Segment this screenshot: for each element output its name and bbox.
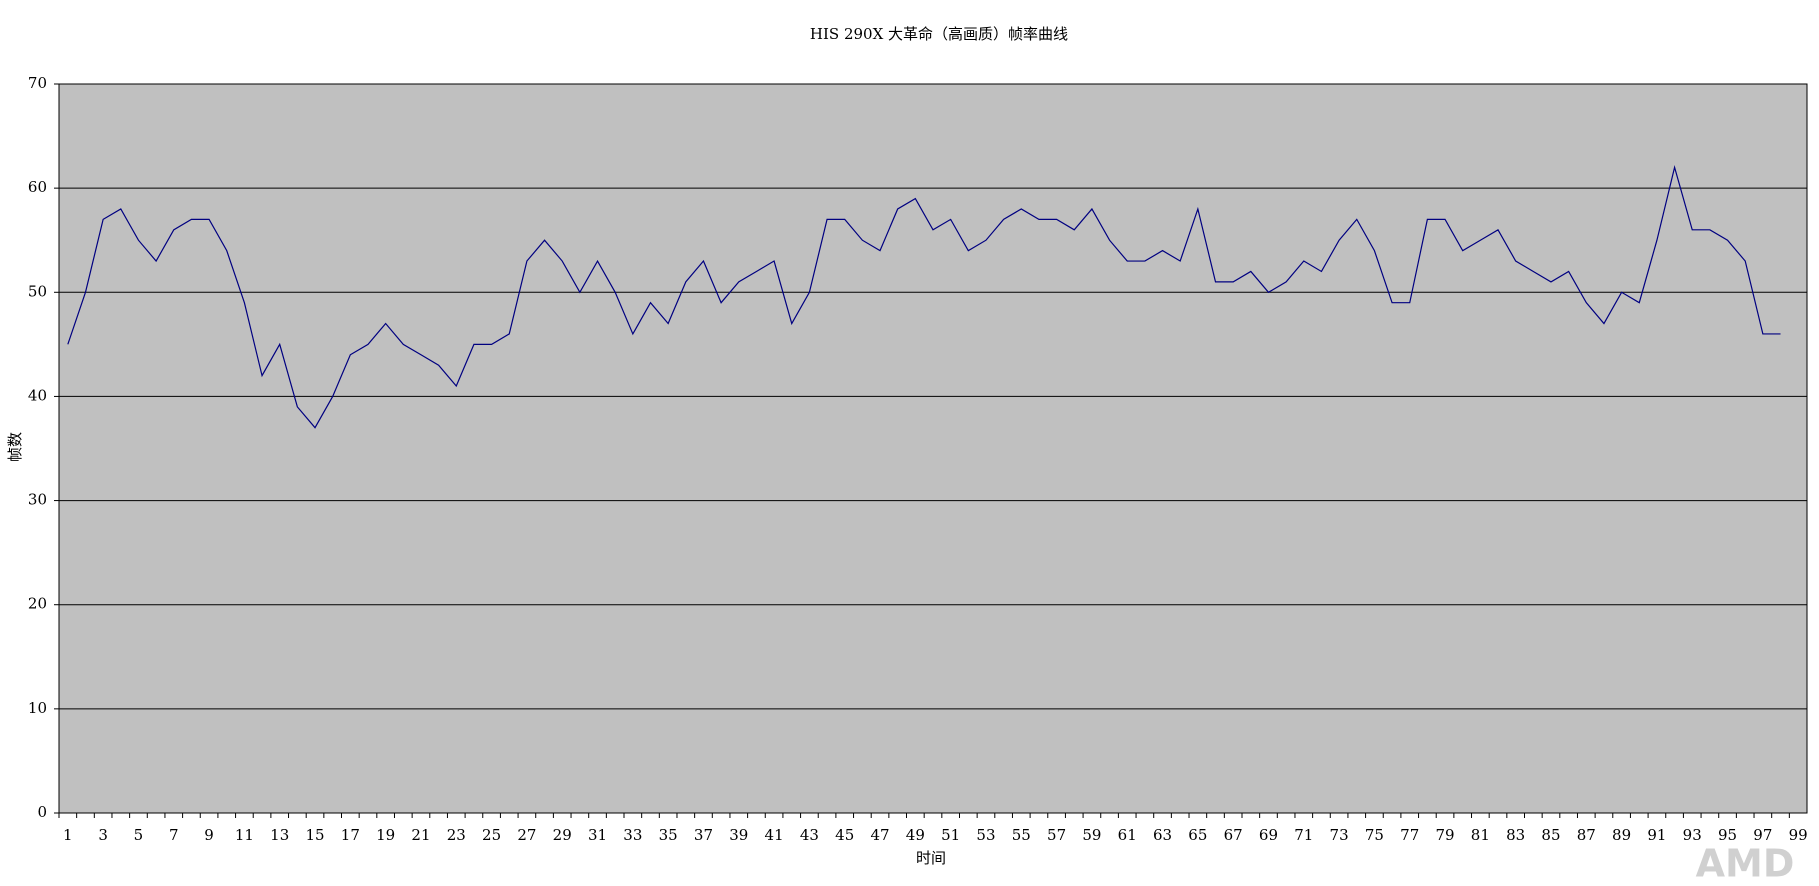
x-tick-label: 29 <box>553 826 572 844</box>
x-tick-label: 15 <box>305 826 324 844</box>
x-tick-label: 69 <box>1259 826 1278 844</box>
y-tick-label: 60 <box>28 178 47 196</box>
x-tick-label: 83 <box>1506 826 1525 844</box>
x-tick-label: 45 <box>835 826 854 844</box>
y-tick-label: 30 <box>28 491 47 509</box>
x-tick-label: 95 <box>1718 826 1737 844</box>
x-tick-label: 87 <box>1577 826 1596 844</box>
x-tick-label: 33 <box>623 826 642 844</box>
x-tick-label: 17 <box>341 826 360 844</box>
x-tick-label: 53 <box>976 826 995 844</box>
x-tick-label: 13 <box>270 826 289 844</box>
x-tick-label: 11 <box>235 826 254 844</box>
x-tick-label: 97 <box>1753 826 1772 844</box>
y-tick-label: 20 <box>28 595 47 613</box>
x-tick-label: 91 <box>1647 826 1666 844</box>
y-tick-label: 40 <box>28 386 47 404</box>
y-tick-label: 50 <box>28 282 47 300</box>
x-tick-label: 31 <box>588 826 607 844</box>
x-tick-label: 7 <box>169 826 179 844</box>
y-tick-label: 0 <box>37 803 47 821</box>
y-tick-label: 10 <box>28 699 47 717</box>
x-tick-label: 65 <box>1188 826 1207 844</box>
y-tick-label: 70 <box>28 74 47 92</box>
y-axis-title: 帧数 <box>6 432 24 462</box>
watermark: AMD <box>1696 842 1795 886</box>
x-tick-label: 3 <box>98 826 108 844</box>
x-tick-label: 25 <box>482 826 501 844</box>
x-tick-label: 23 <box>447 826 466 844</box>
x-tick-label: 39 <box>729 826 748 844</box>
x-tick-label: 41 <box>765 826 784 844</box>
x-tick-label: 49 <box>906 826 925 844</box>
x-tick-label: 99 <box>1789 826 1808 844</box>
x-tick-label: 9 <box>204 826 214 844</box>
x-tick-label: 19 <box>376 826 395 844</box>
x-tick-label: 79 <box>1435 826 1454 844</box>
x-tick-label: 67 <box>1224 826 1243 844</box>
x-axis-title: 时间 <box>916 849 946 867</box>
x-tick-label: 57 <box>1047 826 1066 844</box>
x-tick-label: 63 <box>1153 826 1172 844</box>
x-tick-label: 5 <box>134 826 144 844</box>
chart-title: HIS 290X 大革命（高画质）帧率曲线 <box>810 25 1068 43</box>
x-tick-label: 81 <box>1471 826 1490 844</box>
x-tick-label: 59 <box>1082 826 1101 844</box>
x-tick-label: 37 <box>694 826 713 844</box>
x-tick-label: 35 <box>659 826 678 844</box>
x-tick-label: 75 <box>1365 826 1384 844</box>
x-tick-label: 61 <box>1118 826 1137 844</box>
x-tick-label: 77 <box>1400 826 1419 844</box>
x-tick-label: 1 <box>63 826 73 844</box>
x-tick-label: 55 <box>1012 826 1031 844</box>
line <box>67 164 1781 429</box>
x-tick-label: 73 <box>1330 826 1349 844</box>
plot-area <box>58 83 1808 814</box>
x-tick-label: 89 <box>1612 826 1631 844</box>
x-tick-label: 93 <box>1683 826 1702 844</box>
x-tick-label: 47 <box>870 826 889 844</box>
x-tick-label: 71 <box>1294 826 1313 844</box>
x-tick-label: 43 <box>800 826 819 844</box>
x-tick-label: 85 <box>1541 826 1560 844</box>
x-tick-label: 27 <box>517 826 536 844</box>
x-tick-label: 21 <box>411 826 430 844</box>
x-tick-label: 51 <box>941 826 960 844</box>
